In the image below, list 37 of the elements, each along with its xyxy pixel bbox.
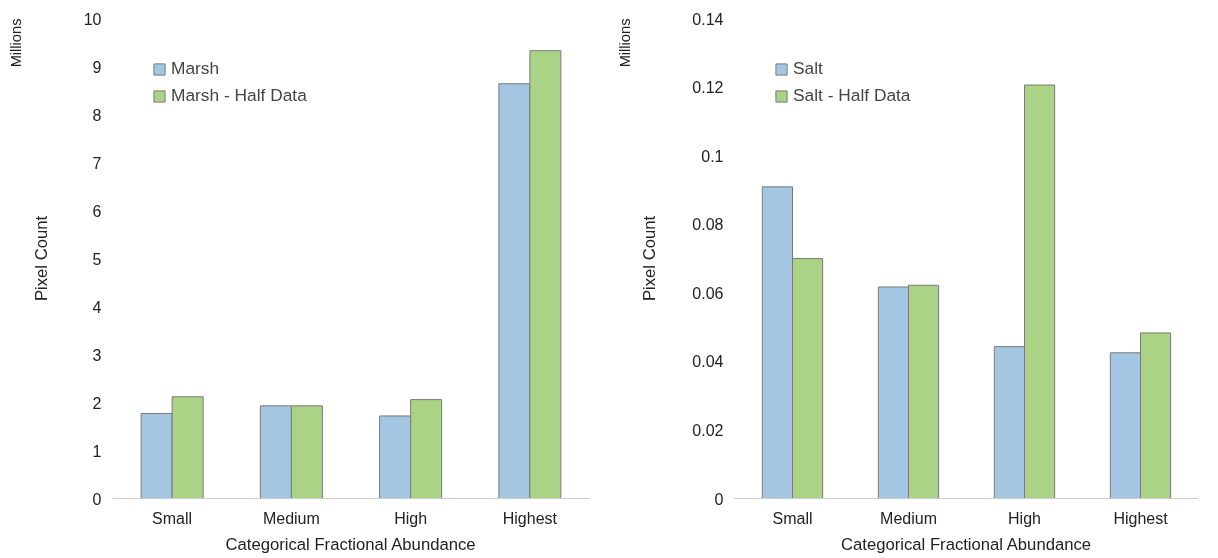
x-axis-title: Categorical Fractional Abundance	[225, 534, 476, 554]
y-tick-label: 0.1	[701, 147, 724, 165]
text: Millions	[7, 18, 24, 68]
y-tick-label: 0.02	[692, 421, 724, 439]
y-tick-label: 1	[92, 442, 102, 460]
y-tick-label: 0.08	[692, 216, 724, 234]
text: Millions	[616, 18, 633, 68]
x-tick-label: High	[1008, 509, 1041, 527]
y-axis-title: Pixel Count	[640, 215, 660, 302]
y-axis-title: Pixel Count	[31, 215, 51, 302]
y-tick-label: 0.06	[692, 284, 724, 302]
x-tick-label: Medium	[880, 509, 937, 527]
y-tick-label: 10	[83, 10, 102, 28]
x-tick-label: Small	[152, 509, 193, 527]
y-tick-label: 0.12	[692, 79, 724, 97]
y-tick-label: 7	[92, 154, 102, 172]
y-tick-label: 8	[92, 106, 102, 124]
y-tick-label: 4	[92, 298, 102, 316]
y-tick-label: 0	[92, 490, 102, 508]
x-tick-label: Small	[772, 509, 813, 527]
legend-label: Marsh - Half Data	[171, 85, 307, 106]
legend-label: Marsh	[171, 58, 220, 79]
y-tick-label: 3	[92, 346, 102, 364]
y-tick-label: 2	[92, 394, 102, 412]
x-tick-label: Highest	[502, 509, 558, 527]
x-tick-label: Highest	[1113, 509, 1169, 527]
y-tick-label: 0.14	[692, 10, 724, 28]
y-tick-label: 0.04	[692, 353, 724, 371]
y-tick-label: 5	[92, 250, 102, 268]
legend-label: Salt	[793, 58, 823, 79]
x-tick-label: Medium	[262, 509, 320, 527]
x-tick-label: High	[394, 509, 428, 527]
y-tick-label: 6	[92, 202, 102, 220]
y-tick-label: 0	[714, 490, 724, 508]
legend-label: Salt - Half Data	[793, 85, 911, 106]
y-tick-label: 9	[92, 58, 102, 76]
x-axis-title: Categorical Fractional Abundance	[841, 534, 1092, 554]
